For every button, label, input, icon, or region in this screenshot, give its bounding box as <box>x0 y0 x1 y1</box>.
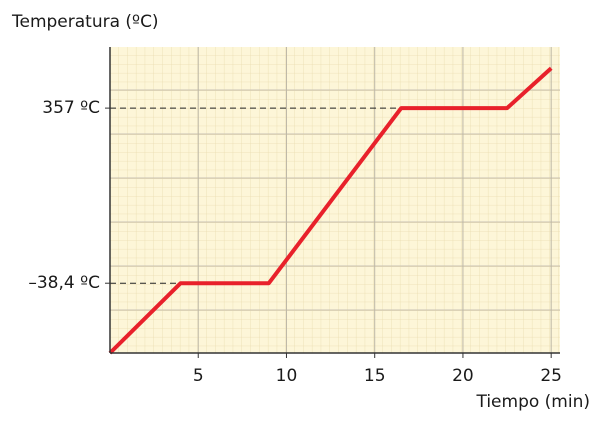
x-tick-label: 5 <box>193 366 204 386</box>
x-tick-label: 10 <box>276 366 298 386</box>
x-tick-label: 15 <box>364 366 386 386</box>
x-axis-title: Tiempo (min) <box>475 392 590 412</box>
y-tick-label: 357 ºC <box>42 98 100 118</box>
y-tick-label: –38,4 ºC <box>28 273 100 293</box>
data-line <box>108 66 553 355</box>
major-grid <box>110 47 560 353</box>
y-axis-title: Temperatura (ºC) <box>11 12 159 32</box>
x-tick-label: 25 <box>540 366 562 386</box>
x-tick-label: 20 <box>452 366 474 386</box>
